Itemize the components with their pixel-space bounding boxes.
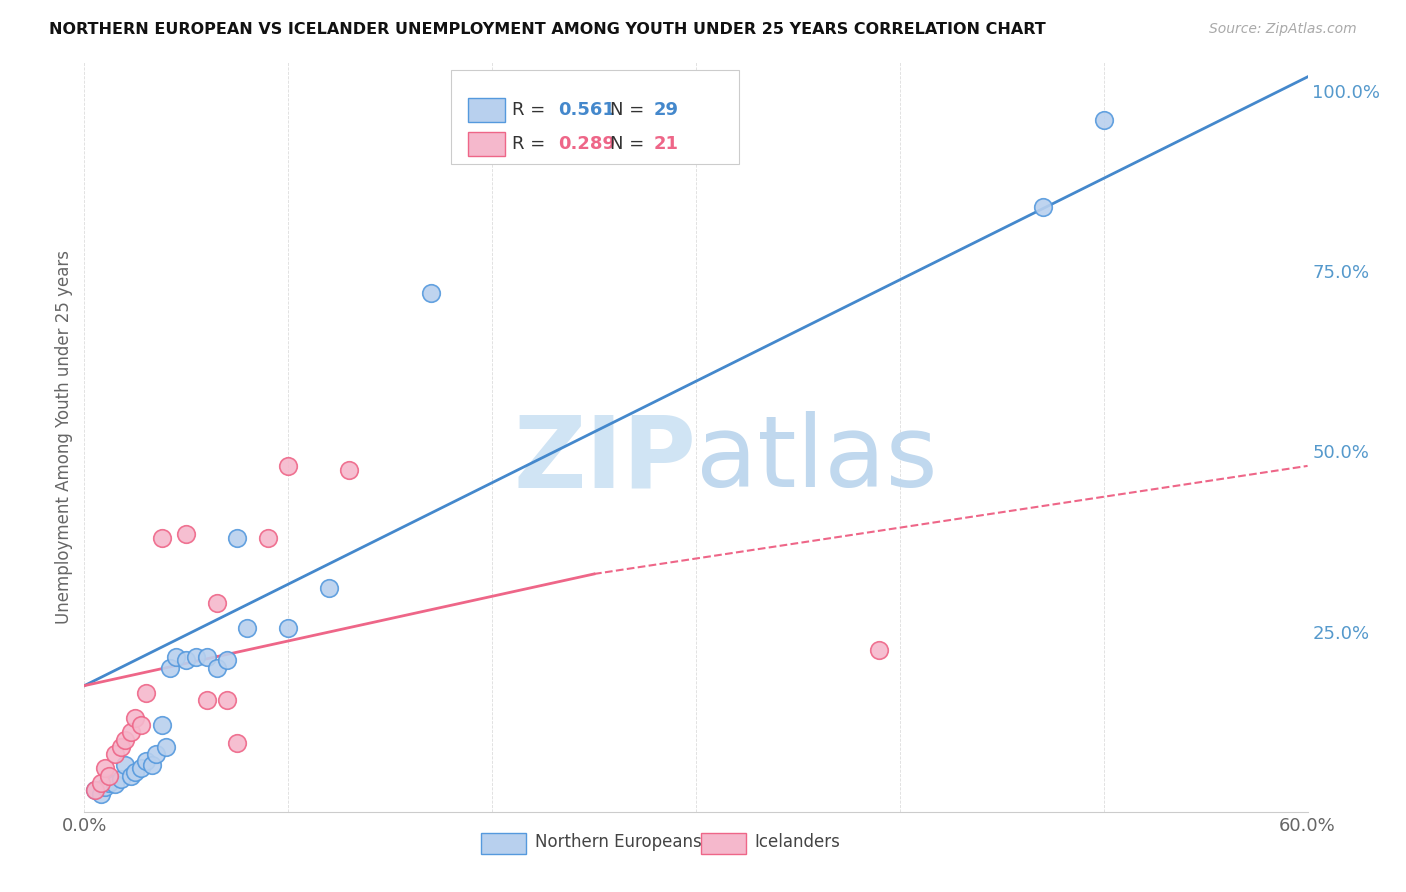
Point (155, 739, 177, 754)
Point (165, 649, 187, 664)
Point (114, 758, 136, 772)
Point (110, 772, 132, 787)
Point (1092, 113, 1115, 128)
Point (869, 642, 891, 657)
Point (257, 531, 280, 545)
Point (420, 285, 443, 300)
Point (124, 711, 146, 725)
Point (226, 531, 249, 545)
Point (174, 527, 197, 541)
Point (186, 649, 208, 664)
Point (174, 653, 197, 667)
Point (205, 660, 228, 674)
Point (1032, 200, 1054, 214)
Point (83, 783, 105, 797)
Text: 0.289: 0.289 (558, 136, 614, 153)
Text: Icelanders: Icelanders (755, 833, 841, 851)
Text: Northern Europeans: Northern Europeans (534, 833, 702, 851)
Point (236, 621, 259, 635)
Point (150, 718, 173, 732)
FancyBboxPatch shape (468, 98, 505, 122)
Point (131, 762, 153, 776)
Point (277, 458, 299, 473)
Point (135, 754, 157, 768)
Point (141, 758, 163, 772)
FancyBboxPatch shape (451, 70, 738, 163)
Text: N =: N = (610, 136, 651, 153)
Text: NORTHERN EUROPEAN VS ICELANDER UNEMPLOYMENT AMONG YOUTH UNDER 25 YEARS CORRELATI: NORTHERN EUROPEAN VS ICELANDER UNEMPLOYM… (49, 22, 1046, 37)
FancyBboxPatch shape (481, 833, 526, 854)
Point (150, 531, 173, 545)
Point (124, 765, 146, 780)
Point (120, 769, 142, 783)
Point (339, 462, 361, 476)
Point (277, 621, 299, 635)
Y-axis label: Unemployment Among Youth under 25 years: Unemployment Among Youth under 25 years (55, 250, 73, 624)
Text: R =: R = (513, 136, 551, 153)
Point (318, 582, 340, 596)
Point (120, 725, 142, 739)
Point (145, 747, 167, 761)
Point (226, 736, 249, 750)
Text: R =: R = (513, 101, 551, 119)
FancyBboxPatch shape (468, 132, 505, 156)
FancyBboxPatch shape (700, 833, 747, 854)
Text: 0.561: 0.561 (558, 101, 614, 119)
Point (97, 769, 120, 783)
Point (97, 776, 120, 790)
Text: 29: 29 (654, 101, 678, 119)
Point (205, 596, 228, 610)
Point (195, 693, 218, 707)
Text: 21: 21 (654, 136, 678, 153)
Point (90, 776, 112, 790)
Text: Source: ZipAtlas.com: Source: ZipAtlas.com (1209, 22, 1357, 37)
Point (110, 739, 132, 754)
Point (114, 732, 136, 747)
Point (131, 718, 153, 732)
Point (217, 653, 239, 667)
Point (104, 747, 127, 761)
Point (135, 686, 157, 700)
Point (195, 649, 218, 664)
Point (90, 787, 112, 801)
Point (83, 783, 105, 797)
Point (217, 693, 239, 707)
Point (93, 762, 115, 776)
Point (159, 660, 181, 674)
Text: atlas: atlas (696, 411, 938, 508)
Point (93, 780, 115, 794)
Point (104, 777, 127, 791)
Text: ZIP: ZIP (513, 411, 696, 508)
Text: N =: N = (610, 101, 651, 119)
